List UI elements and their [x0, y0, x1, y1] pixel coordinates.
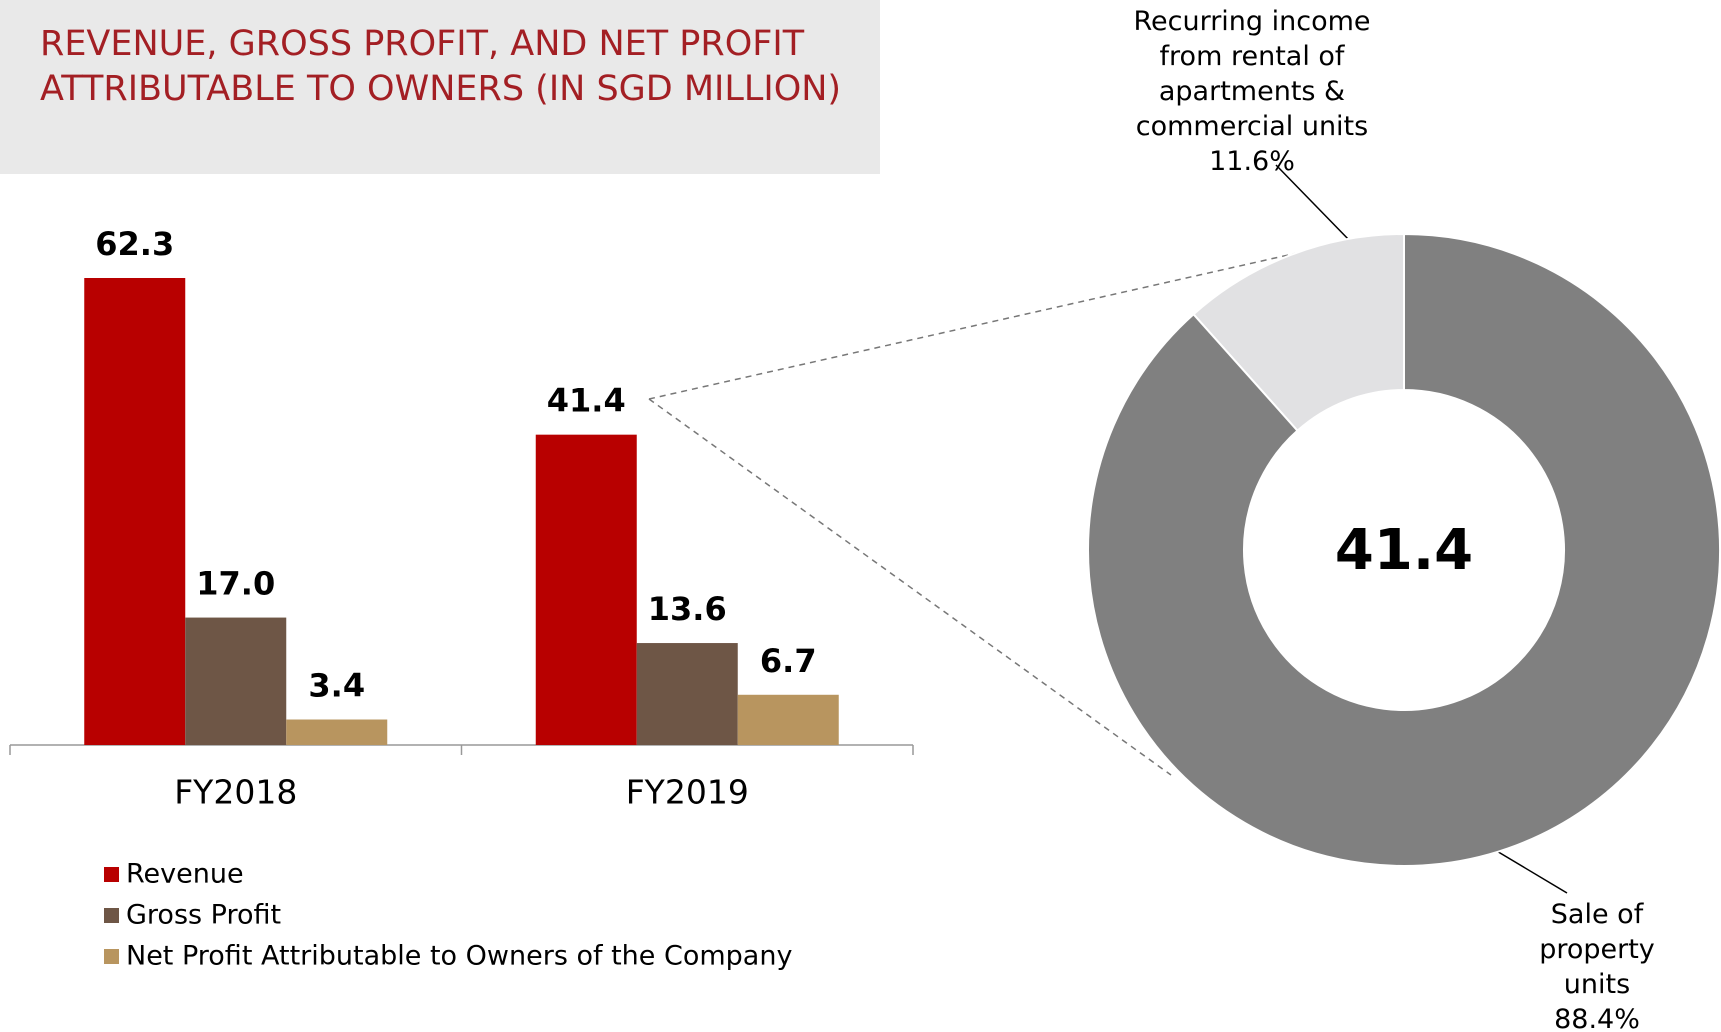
- legend-swatch: [104, 867, 119, 882]
- legend-label: Gross Profit: [126, 900, 281, 931]
- data-label: 6.7: [760, 642, 817, 680]
- slice-label: Sale of property units: [1539, 899, 1655, 1000]
- legend-swatch: [104, 908, 119, 923]
- data-label: 62.3: [95, 225, 174, 263]
- leader-line: [1489, 846, 1568, 894]
- legend-label: Net Profit Attributable to Owners of the…: [126, 941, 792, 972]
- bar: [84, 278, 186, 745]
- slice-value: 11.6%: [1209, 146, 1295, 177]
- data-label: 3.4: [308, 667, 365, 705]
- bar: [737, 694, 839, 745]
- x-tick-label: FY2019: [626, 773, 749, 812]
- bar: [535, 434, 637, 745]
- leader-line: [1275, 164, 1352, 243]
- slice-value: 88.4%: [1554, 1004, 1640, 1032]
- title-box: REVENUE, GROSS PROFIT, AND NET PROFIT AT…: [0, 0, 880, 174]
- data-label: 17.0: [196, 565, 275, 603]
- bar: [636, 643, 738, 745]
- legend-swatch: [104, 949, 119, 964]
- x-tick-label: FY2018: [174, 773, 297, 812]
- bar: [286, 719, 388, 745]
- donut-slice: [1087, 232, 1721, 867]
- bar: [185, 617, 287, 745]
- donut-center-label: 41.4: [1335, 518, 1473, 583]
- data-label: 13.6: [648, 590, 727, 628]
- chart-title: REVENUE, GROSS PROFIT, AND NET PROFIT AT…: [40, 24, 842, 109]
- zoom-line: [648, 250, 1307, 400]
- zoom-line: [648, 398, 1172, 776]
- data-label: 41.4: [547, 382, 626, 420]
- legend-label: Revenue: [126, 859, 244, 890]
- slice-label: Recurring income from rental of apartmen…: [1133, 6, 1371, 142]
